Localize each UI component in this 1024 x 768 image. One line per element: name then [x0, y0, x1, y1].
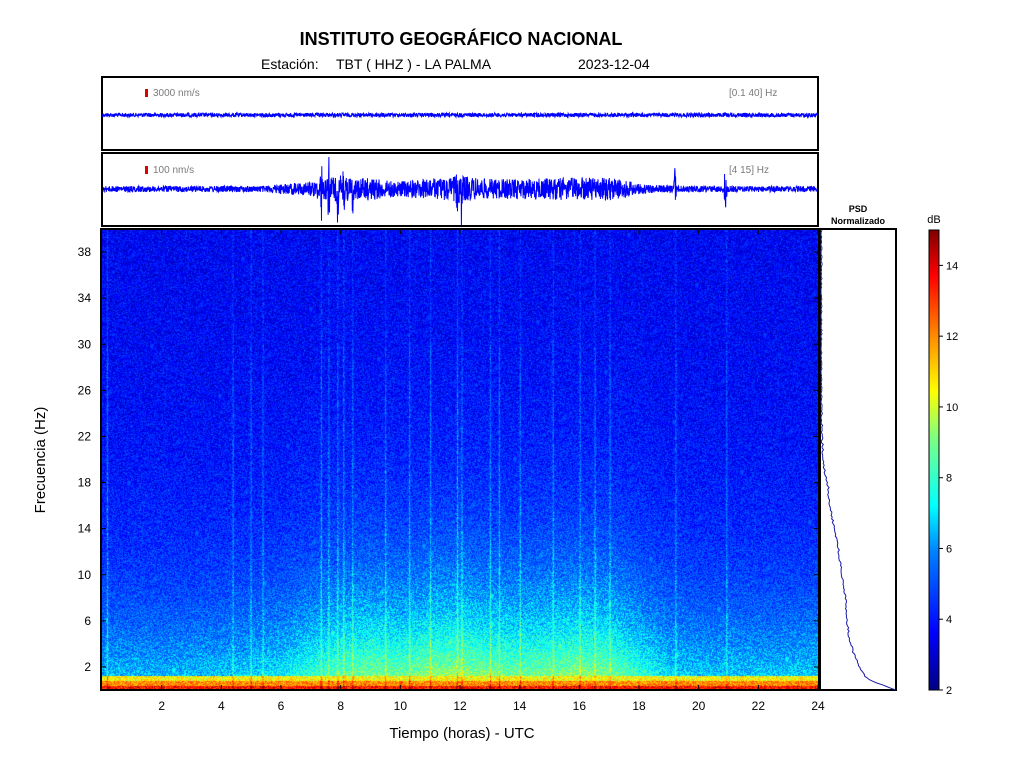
colorbar-tick-label: 14 [946, 260, 958, 272]
x-tick-label: 8 [337, 699, 344, 713]
colorbar-tick-label: 8 [946, 473, 952, 485]
psd-line [820, 229, 896, 691]
x-tick-label: 6 [278, 699, 285, 713]
amplitude-scale-bar [145, 166, 148, 174]
station-label: Estación: [261, 56, 319, 72]
filter-band-label: [4 15] Hz [729, 165, 769, 176]
y-tick-label: 6 [84, 614, 91, 628]
colorbar: dB 2 4 6 8 10 12 14 [927, 214, 958, 697]
colorbar-tick-label: 10 [946, 402, 958, 414]
psd-title-line1: PSD [849, 204, 868, 214]
x-tick-label: 24 [811, 699, 825, 713]
spectrogram-panel: 2 4 6 8 10 12 14 16 18 20 22 24 261014182226303438 … [32, 228, 825, 742]
x-tick-label: 18 [632, 699, 646, 713]
psd-frame [819, 228, 897, 691]
y-tick-label: 26 [78, 383, 92, 397]
seismogram-broadband-panel: 3000 nm/s [0.1 40] Hz [101, 76, 819, 151]
seismogram-broadband-trace [101, 111, 819, 119]
x-axis: 2 4 6 8 10 12 14 16 18 20 22 24 [158, 229, 825, 713]
filter-band-label: [0.1 40] Hz [729, 88, 777, 99]
psd-title-line2: Normalizado [831, 216, 886, 226]
y-tick-label: 38 [78, 245, 92, 259]
y-tick-label: 22 [78, 429, 92, 443]
amplitude-scale-label: 3000 nm/s [153, 88, 200, 99]
x-tick-label: 22 [752, 699, 766, 713]
colorbar-gradient [928, 229, 940, 691]
y-tick-label: 14 [78, 522, 92, 536]
x-tick-label: 10 [394, 699, 408, 713]
y-tick-label: 18 [78, 476, 92, 490]
colorbar-tick-label: 12 [946, 331, 958, 343]
colorbar-unit: dB [927, 214, 940, 226]
x-tick-label: 14 [513, 699, 527, 713]
colorbar-tick-label: 2 [946, 685, 952, 697]
x-tick-label: 2 [158, 699, 165, 713]
x-tick-label: 12 [453, 699, 467, 713]
record-date: 2023-12-04 [578, 56, 650, 72]
spectrogram-image [101, 229, 819, 690]
amplitude-scale-bar [145, 89, 148, 97]
x-tick-label: 16 [573, 699, 587, 713]
figure-title: INSTITUTO GEOGRÁFICO NACIONAL [300, 28, 623, 49]
colorbar-tick-label: 4 [946, 614, 952, 626]
y-axis-label: Frecuencia (Hz) [32, 407, 49, 514]
seismogram-filtered-trace [103, 156, 817, 225]
y-tick-label: 2 [84, 660, 91, 674]
y-tick-label: 34 [78, 291, 92, 305]
y-tick-label: 30 [78, 337, 92, 351]
seismogram-filtered-panel: 100 nm/s [4 15] Hz [101, 152, 819, 227]
x-axis-label: Tiempo (horas) - UTC [389, 725, 534, 742]
colorbar-tick-label: 6 [946, 543, 952, 555]
colorbar-ticks: 2 4 6 8 10 12 14 [939, 260, 958, 697]
station-name: TBT ( HHZ ) - LA PALMA [336, 56, 492, 72]
x-tick-label: 4 [218, 699, 225, 713]
amplitude-scale-label: 100 nm/s [153, 165, 194, 176]
psd-panel: PSD Normalizado [819, 204, 897, 691]
y-tick-label: 10 [78, 568, 92, 582]
x-tick-label: 20 [692, 699, 706, 713]
